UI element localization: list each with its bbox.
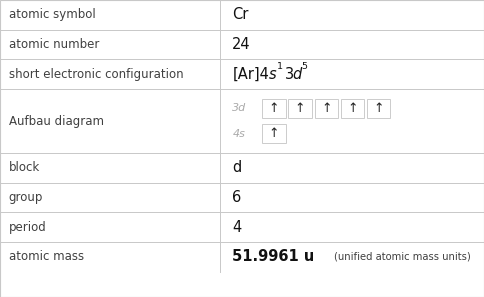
Text: 6: 6 xyxy=(232,190,242,205)
Text: 4s: 4s xyxy=(232,129,245,139)
Text: 51.9961 u: 51.9961 u xyxy=(232,249,315,264)
Text: ↑: ↑ xyxy=(347,102,358,115)
Text: 1: 1 xyxy=(277,62,283,71)
Text: d: d xyxy=(232,160,242,175)
Bar xyxy=(367,99,390,118)
Text: 3: 3 xyxy=(285,67,294,82)
Text: ↑: ↑ xyxy=(269,102,279,115)
Text: ↑: ↑ xyxy=(295,102,305,115)
Text: ↑: ↑ xyxy=(373,102,384,115)
Text: Cr: Cr xyxy=(232,7,249,22)
Bar xyxy=(315,99,338,118)
Bar xyxy=(262,124,286,143)
Text: 4: 4 xyxy=(232,220,242,235)
Text: s: s xyxy=(269,67,276,82)
Text: atomic number: atomic number xyxy=(9,38,99,51)
Text: Aufbau diagram: Aufbau diagram xyxy=(9,115,104,127)
Text: 5: 5 xyxy=(301,62,307,71)
Text: d: d xyxy=(292,67,302,82)
Text: atomic mass: atomic mass xyxy=(9,250,84,263)
Bar xyxy=(262,99,286,118)
Text: (unified atomic mass units): (unified atomic mass units) xyxy=(334,252,471,262)
Text: atomic symbol: atomic symbol xyxy=(9,8,95,21)
Text: 3d: 3d xyxy=(232,103,246,113)
Text: 24: 24 xyxy=(232,37,251,52)
Text: group: group xyxy=(9,191,43,204)
Bar xyxy=(341,99,364,118)
Bar xyxy=(288,99,312,118)
Text: [Ar]4: [Ar]4 xyxy=(232,67,269,82)
Text: period: period xyxy=(9,221,46,234)
Text: block: block xyxy=(9,161,40,174)
Text: ↑: ↑ xyxy=(269,127,279,140)
Text: short electronic configuration: short electronic configuration xyxy=(9,68,183,81)
Text: ↑: ↑ xyxy=(321,102,332,115)
